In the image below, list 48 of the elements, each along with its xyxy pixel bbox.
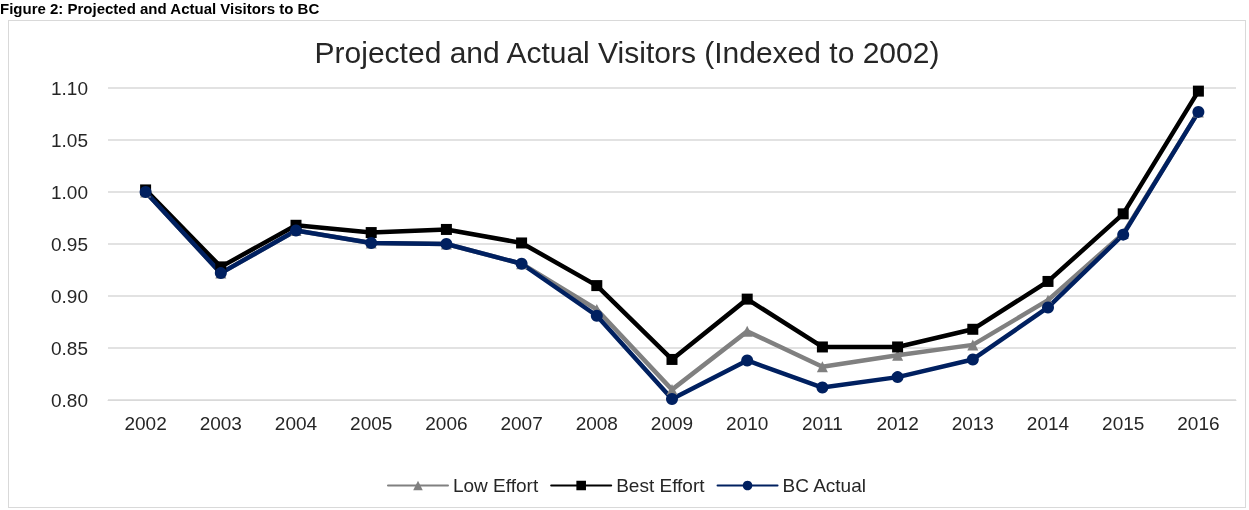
- y-tick-label: 1.10: [51, 77, 88, 99]
- y-tick-label: 0.85: [51, 337, 88, 359]
- point: [1192, 85, 1204, 97]
- x-tick-label: 2013: [951, 413, 994, 434]
- legend-label: Best Effort: [616, 475, 706, 496]
- chart-title: Projected and Actual Visitors (Indexed to 2002): [314, 35, 940, 69]
- x-tick-label: 2014: [1026, 413, 1070, 434]
- y-tick-label: 0.95: [51, 233, 88, 255]
- y-tick-label: 1.00: [51, 181, 88, 203]
- x-tick-label: 2004: [274, 413, 318, 434]
- x-tick-label: 2010: [726, 413, 769, 434]
- point: [365, 227, 377, 239]
- y-tick-label: 0.90: [51, 285, 88, 307]
- legend-label: Low Effort: [452, 475, 539, 496]
- point: [966, 353, 979, 366]
- y-tick-label: 1.05: [51, 129, 88, 151]
- point: [666, 353, 678, 365]
- point: [591, 280, 603, 292]
- point: [967, 339, 979, 351]
- point: [891, 371, 904, 384]
- y-tick-label: 0.80: [51, 389, 88, 411]
- point: [816, 341, 828, 353]
- point: [1042, 275, 1054, 287]
- x-tick-label: 2009: [650, 413, 694, 434]
- point: [440, 223, 452, 235]
- x-tick-label: 2015: [1102, 413, 1145, 434]
- point: [967, 323, 979, 335]
- x-tick-label: 2002: [124, 413, 167, 434]
- point: [816, 361, 828, 373]
- x-tick-label: 2012: [876, 413, 919, 434]
- caption: Figure 2: Projected and Actual Visitors to BC: [0, 0, 320, 17]
- point: [816, 381, 829, 394]
- x-tick-label: 2011: [801, 413, 843, 434]
- point: [666, 392, 678, 405]
- x-tick-label: 2016: [1177, 413, 1220, 434]
- legend-label: BC Actual: [782, 475, 866, 496]
- x-tick-label: 2008: [575, 413, 618, 434]
- x-tick-label: 2007: [500, 413, 543, 434]
- point: [1042, 301, 1054, 314]
- point: [1117, 208, 1129, 220]
- x-tick-label: 2005: [350, 413, 393, 434]
- point: [741, 293, 753, 305]
- x-tick-label: 2006: [425, 413, 468, 434]
- x-tick-label: 2003: [199, 413, 242, 434]
- point: [516, 237, 528, 249]
- point: [892, 341, 904, 353]
- point: [741, 354, 754, 367]
- point: [590, 309, 603, 322]
